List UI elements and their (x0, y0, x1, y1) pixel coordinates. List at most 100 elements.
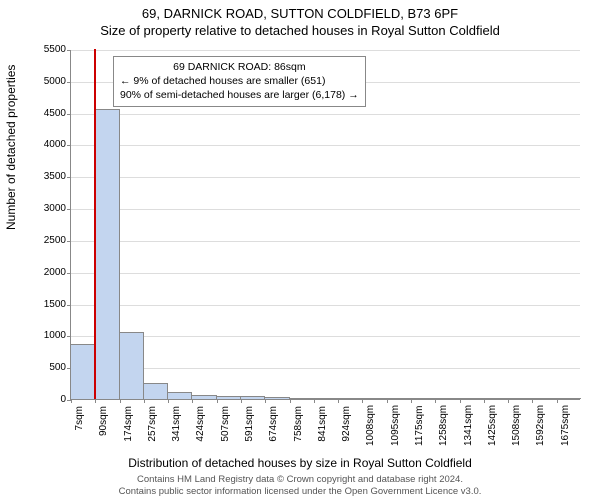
x-axis-label: Distribution of detached houses by size … (0, 456, 600, 470)
annotation-box: 69 DARNICK ROAD: 86sqm ← 9% of detached … (113, 56, 366, 107)
ytick-mark (67, 145, 71, 146)
ytick-mark (67, 241, 71, 242)
histogram-bar (557, 398, 581, 399)
histogram-bar (71, 344, 95, 399)
chart-title-sub: Size of property relative to detached ho… (0, 21, 600, 38)
gridline (71, 50, 580, 51)
gridline (71, 177, 580, 178)
xtick-label: 7sqm (74, 406, 85, 446)
xtick-mark (387, 399, 388, 403)
gridline (71, 114, 580, 115)
ytick-label: 0 (26, 395, 66, 405)
histogram-bar (192, 395, 216, 399)
xtick-mark (290, 399, 291, 403)
ytick-label: 1500 (26, 300, 66, 310)
histogram-bar (120, 332, 144, 399)
xtick-mark (265, 399, 266, 403)
gridline (71, 336, 580, 337)
ytick-label: 2000 (26, 268, 66, 278)
ytick-label: 5500 (26, 45, 66, 55)
xtick-mark (217, 399, 218, 403)
plot-area: 0500100015002000250030003500400045005000… (70, 50, 580, 400)
histogram-bar (435, 398, 459, 399)
gridline (71, 305, 580, 306)
xtick-mark (168, 399, 169, 403)
xtick-label: 90sqm (98, 406, 109, 446)
histogram-bar (265, 397, 289, 399)
footer-attribution: Contains HM Land Registry data © Crown c… (0, 474, 600, 498)
ytick-label: 3000 (26, 204, 66, 214)
chart-container: 69, DARNICK ROAD, SUTTON COLDFIELD, B73 … (0, 0, 600, 500)
histogram-bar (387, 398, 411, 399)
chart-title-main: 69, DARNICK ROAD, SUTTON COLDFIELD, B73 … (0, 0, 600, 21)
xtick-mark (71, 399, 72, 403)
ytick-label: 1000 (26, 331, 66, 341)
xtick-label: 424sqm (195, 406, 206, 446)
histogram-bar (508, 398, 532, 399)
histogram-bar (241, 396, 265, 399)
xtick-label: 1675sqm (560, 406, 571, 446)
ytick-mark (67, 336, 71, 337)
ytick-label: 4000 (26, 140, 66, 150)
histogram-bar (411, 398, 435, 399)
ytick-mark (67, 114, 71, 115)
xtick-mark (144, 399, 145, 403)
xtick-mark (192, 399, 193, 403)
histogram-bar (217, 396, 241, 399)
xtick-mark (508, 399, 509, 403)
xtick-mark (435, 399, 436, 403)
xtick-label: 257sqm (147, 406, 158, 446)
xtick-label: 1592sqm (535, 406, 546, 446)
xtick-mark (484, 399, 485, 403)
histogram-bar (290, 398, 314, 399)
histogram-bar (532, 398, 556, 399)
xtick-mark (314, 399, 315, 403)
histogram-bar (484, 398, 508, 399)
xtick-label: 174sqm (123, 406, 134, 446)
histogram-bar (338, 398, 362, 399)
xtick-label: 1008sqm (365, 406, 376, 446)
xtick-mark (95, 399, 96, 403)
ytick-label: 500 (26, 363, 66, 373)
ytick-mark (67, 177, 71, 178)
y-axis-label: Number of detached properties (4, 65, 18, 230)
xtick-label: 1095sqm (390, 406, 401, 446)
ytick-label: 3500 (26, 172, 66, 182)
histogram-bar (314, 398, 338, 399)
xtick-label: 674sqm (268, 406, 279, 446)
histogram-bar (144, 383, 168, 399)
ytick-label: 2500 (26, 236, 66, 246)
histogram-bar (362, 398, 386, 399)
xtick-mark (120, 399, 121, 403)
xtick-label: 758sqm (293, 406, 304, 446)
xtick-label: 1341sqm (463, 406, 474, 446)
histogram-bar (95, 109, 119, 399)
ytick-label: 5000 (26, 77, 66, 87)
xtick-mark (557, 399, 558, 403)
histogram-bar (460, 398, 484, 399)
xtick-label: 1258sqm (438, 406, 449, 446)
footer-line-2: Contains public sector information licen… (0, 486, 600, 498)
xtick-label: 1508sqm (511, 406, 522, 446)
gridline (71, 145, 580, 146)
xtick-mark (532, 399, 533, 403)
ytick-mark (67, 305, 71, 306)
histogram-bar (168, 392, 192, 399)
gridline (71, 368, 580, 369)
xtick-label: 1175sqm (414, 406, 425, 446)
annotation-line-3: 90% of semi-detached houses are larger (… (120, 88, 359, 102)
xtick-mark (338, 399, 339, 403)
annotation-line-2: ← 9% of detached houses are smaller (651… (120, 74, 359, 88)
gridline (71, 273, 580, 274)
xtick-mark (362, 399, 363, 403)
ytick-mark (67, 50, 71, 51)
property-marker-line (94, 49, 96, 399)
xtick-mark (411, 399, 412, 403)
xtick-label: 591sqm (244, 406, 255, 446)
xtick-mark (241, 399, 242, 403)
ytick-mark (67, 82, 71, 83)
xtick-label: 341sqm (171, 406, 182, 446)
xtick-label: 507sqm (220, 406, 231, 446)
footer-line-1: Contains HM Land Registry data © Crown c… (0, 474, 600, 486)
xtick-label: 924sqm (341, 406, 352, 446)
